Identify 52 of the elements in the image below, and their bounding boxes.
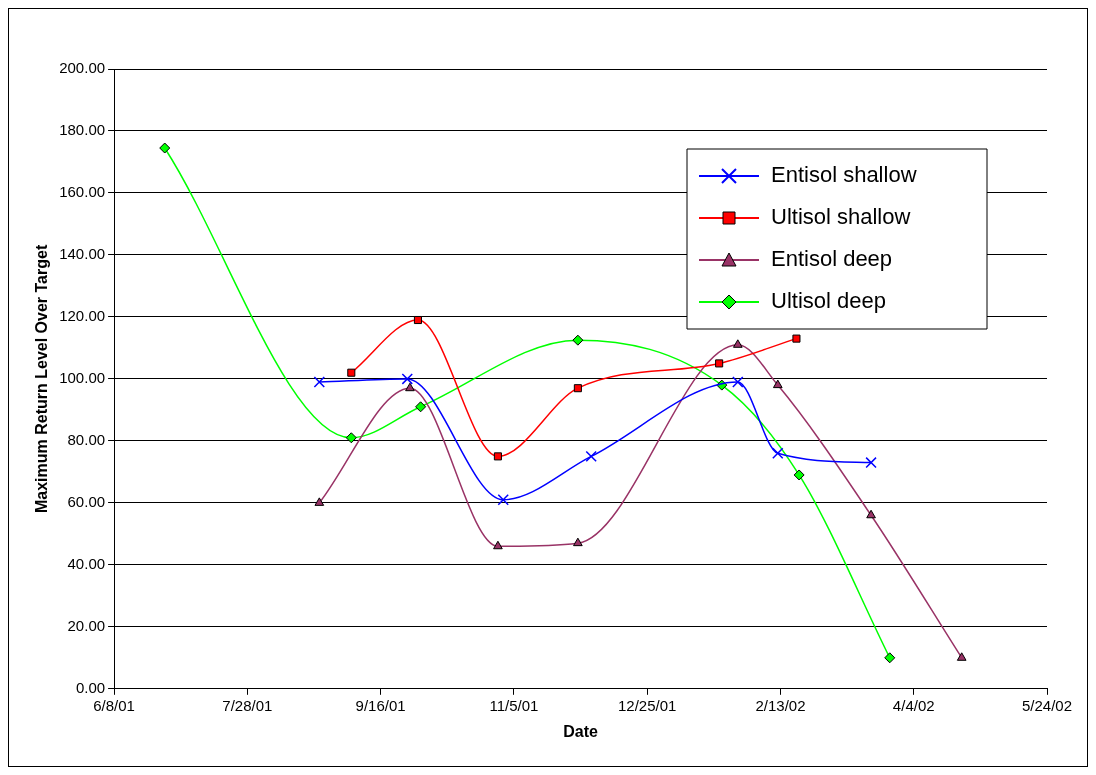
point: [313, 376, 326, 388]
y-tick-label: 40.00: [67, 554, 106, 572]
y-tick-label: 0.00: [75, 678, 106, 696]
point: [493, 540, 503, 550]
x-tick-label: 5/24/02: [1021, 696, 1073, 714]
legend-label: Entisol deep: [771, 246, 893, 272]
y-tick-label: 200.00: [59, 59, 106, 77]
point: [314, 497, 325, 506]
point: [573, 537, 583, 547]
point: [497, 494, 509, 506]
point: [347, 368, 356, 377]
y-tick-label: 80.00: [67, 431, 106, 449]
point: [865, 456, 877, 469]
point: [493, 452, 502, 461]
point: [732, 376, 744, 388]
point: [772, 379, 783, 389]
point: [866, 509, 876, 519]
x-tick-label: 2/13/02: [755, 696, 806, 714]
point: [732, 339, 743, 348]
x-tick-label: 12/25/01: [617, 696, 677, 714]
x-axis-title: Date: [563, 722, 598, 740]
point: [573, 384, 582, 393]
y-tick-label: 140.00: [59, 245, 106, 263]
legend-label: Ultisol shallow: [771, 204, 911, 230]
point: [792, 334, 801, 343]
x-tick-label: 4/4/02: [892, 696, 935, 714]
point: [572, 334, 584, 346]
legend-label: Ultisol deep: [771, 288, 886, 314]
point: [415, 401, 427, 413]
legend-label: Entisol shallow: [771, 162, 917, 188]
y-tick-label: 160.00: [59, 183, 106, 201]
x-tick-label: 9/16/01: [355, 696, 406, 714]
y-tick-label: 60.00: [67, 493, 106, 510]
y-tick-label: 180.00: [59, 121, 106, 139]
point: [159, 142, 171, 154]
point: [405, 382, 415, 392]
y-tick-label: 120.00: [59, 307, 106, 325]
x-tick-label: 7/28/01: [222, 696, 273, 714]
point: [793, 469, 805, 481]
point: [956, 652, 967, 661]
point: [715, 359, 724, 368]
y-tick-label: 100.00: [59, 369, 106, 387]
x-tick-label: 6/8/01: [93, 696, 135, 714]
y-axis-title: Maximum Return Level Over Target: [33, 244, 51, 514]
point: [345, 432, 357, 444]
point: [413, 315, 422, 325]
point: [401, 373, 413, 385]
y-tick-label: 20.00: [67, 616, 106, 634]
x-tick-label: 11/5/01: [489, 696, 539, 714]
point: [772, 447, 784, 459]
point: [884, 652, 896, 664]
point: [585, 450, 597, 463]
